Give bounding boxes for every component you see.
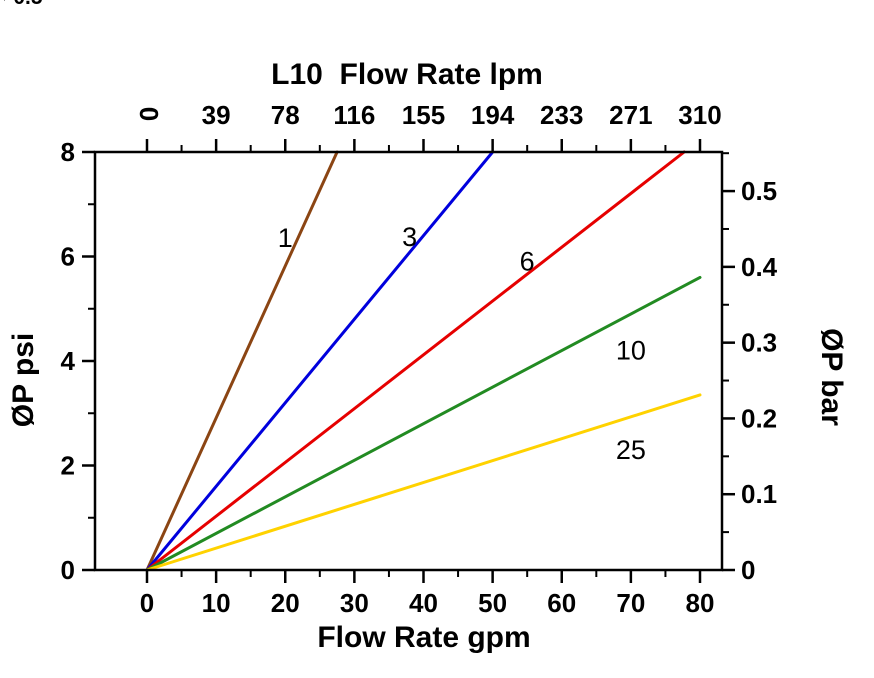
right-tick-label: 0.4 [741, 252, 778, 282]
plot-background [95, 152, 722, 570]
left-tick-label: 6 [61, 242, 75, 272]
top-axis-title: L10 Flow Rate lpm [271, 58, 543, 91]
right-tick-label: 0.3 [741, 328, 777, 358]
series-label-25: 25 [616, 435, 646, 465]
series-label-6: 6 [520, 247, 535, 277]
series-line-25 [145, 393, 702, 572]
bottom-tick-label: 0 [140, 588, 154, 618]
right-axis-ticks [722, 152, 735, 572]
series-lines [145, 150, 702, 572]
bottom-tick-label: 80 [686, 588, 715, 618]
bottom-tick-label: 60 [547, 588, 576, 618]
left-tick-label: 4 [61, 346, 76, 376]
top-tick-label: 78 [271, 100, 300, 130]
bottom-tick-label: 30 [340, 588, 369, 618]
series-line-6 [145, 150, 686, 572]
bottom-tick-label: 50 [478, 588, 507, 618]
series-labels: 1 3 6 10 25 [278, 222, 646, 465]
top-tick-label: 155 [402, 100, 445, 130]
top-tick-label-rotated: 0 [134, 107, 164, 121]
right-tick-label: 0.1 [741, 479, 777, 509]
right-tick-label: 0.5 [741, 176, 777, 206]
series-line-3 [145, 150, 495, 572]
left-axis-title: ØP psi [7, 333, 40, 427]
right-tick-label: 0 [741, 555, 755, 585]
left-tick-label: 0 [61, 555, 75, 585]
left-axis-tick-labels: 0 2 4 6 8 [61, 137, 76, 585]
bottom-tick-label: 20 [271, 588, 300, 618]
top-tick-label: 116 [333, 100, 375, 130]
top-axis-ticks [145, 139, 702, 152]
left-tick-label: 8 [61, 137, 75, 167]
left-tick-label: 2 [61, 451, 75, 481]
bottom-tick-label: 10 [202, 588, 231, 618]
bottom-tick-label: 40 [409, 588, 438, 618]
top-tick-label: 233 [540, 100, 583, 130]
bottom-tick-label: 70 [616, 588, 645, 618]
top-tick-label: 39 [202, 100, 231, 130]
top-tick-label: 271 [609, 100, 652, 130]
right-tick-label: 0.2 [741, 403, 777, 433]
right-axis-tick-labels: 0 0.1 0.2 0.3 0.4 0.5 [741, 176, 778, 585]
top-tick-label: 310 [678, 100, 721, 130]
bottom-axis-ticks [145, 570, 702, 583]
series-label-1: 1 [278, 223, 293, 253]
top-tick-label: 194 [471, 100, 515, 130]
series-label-3: 3 [402, 222, 417, 252]
series-line-10 [145, 275, 702, 572]
series-line-1 [145, 150, 339, 572]
right-axis-title: ØP bar [815, 328, 848, 426]
top-axis-tick-labels: 0 39 78 116 155 194 233 271 310 [134, 100, 722, 130]
bottom-axis-title: Flow Rate gpm [317, 621, 530, 654]
bottom-axis-tick-labels: 0 10 20 30 40 50 60 70 80 [140, 588, 715, 618]
series-label-10: 10 [616, 336, 646, 366]
left-axis-ticks [82, 150, 95, 572]
